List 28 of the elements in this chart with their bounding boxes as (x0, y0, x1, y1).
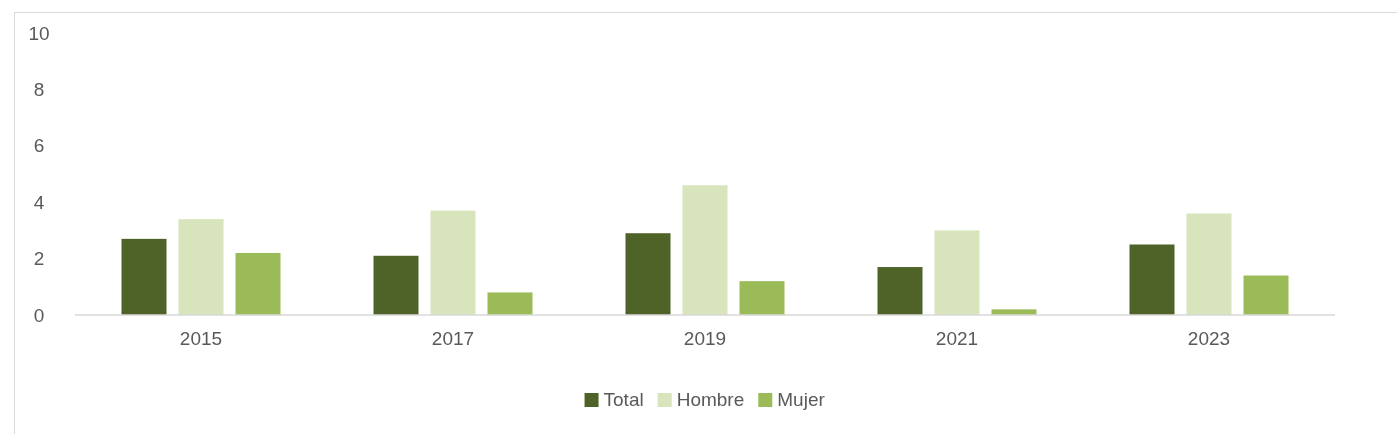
bar (1186, 213, 1232, 315)
bar (487, 292, 533, 315)
legend-label: Hombre (676, 389, 745, 410)
x-tick-label: 2019 (683, 328, 727, 349)
y-tick-label: 0 (33, 304, 45, 326)
x-tick-label: 2015 (179, 328, 223, 349)
x-tick-label: 2017 (431, 328, 475, 349)
bar (430, 210, 476, 315)
bar (625, 233, 671, 315)
y-tick-label: 8 (33, 78, 45, 100)
bar (178, 219, 224, 315)
bar (934, 230, 980, 315)
y-tick-label: 6 (33, 135, 45, 157)
bar (739, 281, 785, 315)
y-tick-label: 4 (33, 191, 45, 213)
x-tick-label: 2021 (935, 328, 979, 349)
bar (373, 255, 419, 315)
bar (1129, 244, 1175, 315)
bar (121, 238, 167, 315)
y-tick-label: 10 (28, 22, 50, 44)
legend-label: Mujer (777, 389, 826, 410)
legend-label: Total (603, 389, 644, 410)
bar (235, 252, 281, 315)
bar (877, 267, 923, 315)
bar (682, 185, 728, 315)
bar (1243, 275, 1289, 315)
y-tick-label: 2 (33, 248, 45, 270)
x-tick-label: 2023 (1187, 328, 1231, 349)
